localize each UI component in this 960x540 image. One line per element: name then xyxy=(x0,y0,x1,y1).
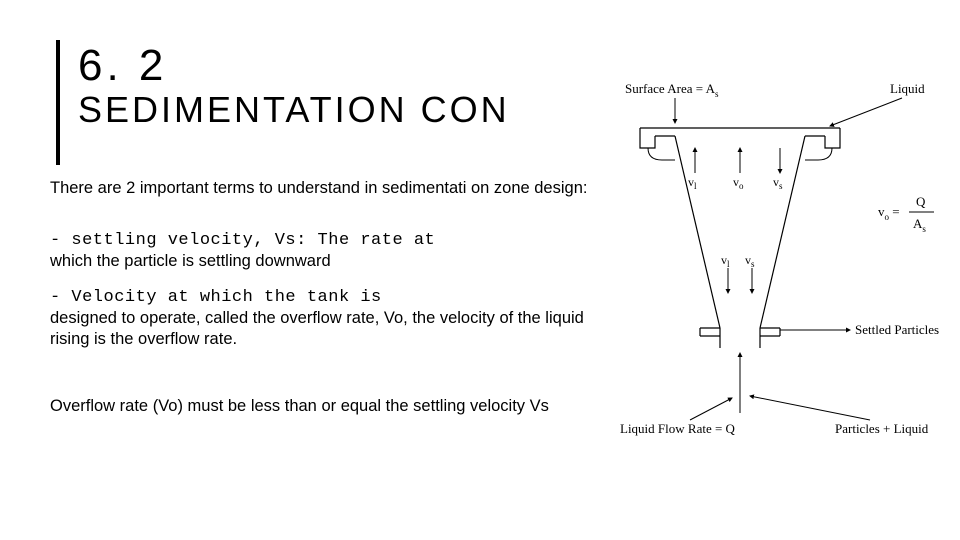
svg-text:As: As xyxy=(913,216,926,234)
bullet1-lead: - settling velocity, Vs: The rate at xyxy=(50,231,435,250)
svg-text:vl: vl xyxy=(688,175,697,191)
label-surface-area: Surface Area = As xyxy=(625,81,719,99)
conclusion-text: Overflow rate (Vo) must be less than or … xyxy=(50,396,620,417)
svg-text:vo: vo xyxy=(733,175,744,191)
title-accent-bar xyxy=(56,40,60,165)
title-number: 6. 2 xyxy=(78,42,638,90)
svg-text:vl: vl xyxy=(721,253,730,269)
bullet-overflow-rate: - Velocity at which the tank is designed… xyxy=(50,286,620,350)
svg-text:Q: Q xyxy=(916,194,926,209)
bullet2-rest: designed to operate, called the overflow… xyxy=(50,309,584,348)
intro-text: There are 2 important terms to understan… xyxy=(50,178,620,199)
title-text: SEDIMENTATION CON xyxy=(78,90,638,130)
svg-text:vo =: vo = xyxy=(878,204,900,222)
sedimentation-diagram: Surface Area = As Liquid vl xyxy=(620,78,950,448)
svg-text:vs: vs xyxy=(773,175,783,191)
label-liquid: Liquid xyxy=(890,81,925,96)
label-settled-particles: Settled Particles xyxy=(855,322,939,337)
slide-title: 6. 2 SEDIMENTATION CON xyxy=(78,42,638,130)
bullet1-rest: which the particle is settling downward xyxy=(50,252,331,270)
svg-text:vs: vs xyxy=(745,253,755,269)
bullet-settling-velocity: - settling velocity, Vs: The rate at whi… xyxy=(50,229,620,272)
equation-vo: vo = Q As xyxy=(878,194,934,234)
label-inflow: Particles + Liquid xyxy=(835,421,929,436)
label-flow-rate: Liquid Flow Rate = Q xyxy=(620,421,736,436)
bullet2-lead: - Velocity at which the tank is xyxy=(50,288,382,307)
